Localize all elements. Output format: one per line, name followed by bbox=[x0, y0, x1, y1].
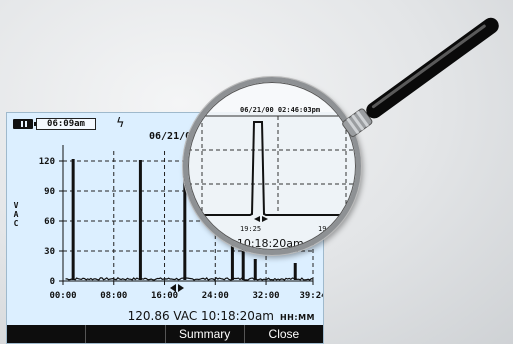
y-ticks: 0 30 60 90 120 bbox=[39, 157, 63, 287]
y-tick-label: 0 bbox=[50, 277, 55, 287]
readout-unit: HH:MM bbox=[279, 313, 315, 322]
spike-bar bbox=[71, 159, 75, 280]
y-tick-label: 120 bbox=[39, 157, 55, 167]
lens-cursor-left-icon bbox=[254, 216, 260, 222]
x-tick-label: 39:24 bbox=[299, 291, 324, 301]
x-tick-label: 00:00 bbox=[49, 291, 76, 301]
y-tick-label: 60 bbox=[44, 217, 55, 227]
x-tick-label: 16:00 bbox=[151, 291, 178, 301]
baseline-trace bbox=[65, 276, 314, 281]
spike-bar bbox=[138, 160, 142, 280]
softkey-f2[interactable] bbox=[85, 325, 164, 343]
y-axis-label-v: V bbox=[13, 201, 19, 210]
battery-icon bbox=[13, 119, 36, 129]
x-ticks: 00:00 08:00 16:00 24:00 32:00 39:24 bbox=[49, 281, 324, 301]
spike-bar bbox=[230, 236, 234, 280]
clock-display: 06:09am bbox=[36, 118, 96, 130]
y-tick-label: 90 bbox=[44, 187, 55, 197]
cursor-arrows-icon[interactable] bbox=[170, 284, 184, 292]
lens-spike bbox=[188, 121, 356, 216]
lens-tick-right: 19:55 bbox=[318, 225, 339, 233]
date-label: 06/21/08 bbox=[149, 131, 198, 142]
chart-grid bbox=[62, 145, 314, 283]
close-button[interactable]: Close bbox=[243, 325, 323, 343]
measurement-readout: 120.86 VAC 10:18:20am HH:MM bbox=[128, 309, 315, 323]
y-axis-label-c: C bbox=[13, 219, 19, 228]
spike-bar bbox=[293, 263, 297, 280]
readout-value: 120.86 VAC 10:18:20am bbox=[127, 309, 274, 323]
status-bar: 06:09am ϟ bbox=[7, 113, 323, 135]
softkey-bar: Summary Close bbox=[7, 325, 323, 343]
x-tick-label: 32:00 bbox=[252, 291, 279, 301]
x-tick-label: 08:00 bbox=[100, 291, 127, 301]
spike-bar bbox=[183, 161, 187, 280]
y-axis-label-a: A bbox=[13, 210, 19, 219]
lens-header: 06/21/00 02:46:03pm bbox=[240, 106, 320, 114]
spike-bar bbox=[241, 241, 245, 280]
y-axis-label: V A C bbox=[12, 201, 20, 228]
summary-button[interactable]: Summary bbox=[164, 325, 244, 343]
lens-tick-left: 19:25 bbox=[240, 225, 261, 233]
lens-cursor-right-icon bbox=[262, 216, 268, 222]
x-tick-label: 24:00 bbox=[202, 291, 229, 301]
zoomed-chart: 06/21/00 02:46:03pm 19:25 19:55 86 VAC 1… bbox=[188, 82, 356, 250]
y-tick-label: 30 bbox=[44, 247, 55, 257]
spike-bar bbox=[253, 259, 257, 280]
softkey-f1[interactable] bbox=[7, 325, 85, 343]
lightning-icon: ϟ bbox=[116, 116, 125, 131]
trend-chart: 0 30 60 90 120 00:00 08:00 16:00 24:00 32:00 39:2… bbox=[39, 145, 324, 301]
magnifier-lens: 06/21/00 02:46:03pm 19:25 19:55 86 VAC 1… bbox=[188, 82, 356, 250]
